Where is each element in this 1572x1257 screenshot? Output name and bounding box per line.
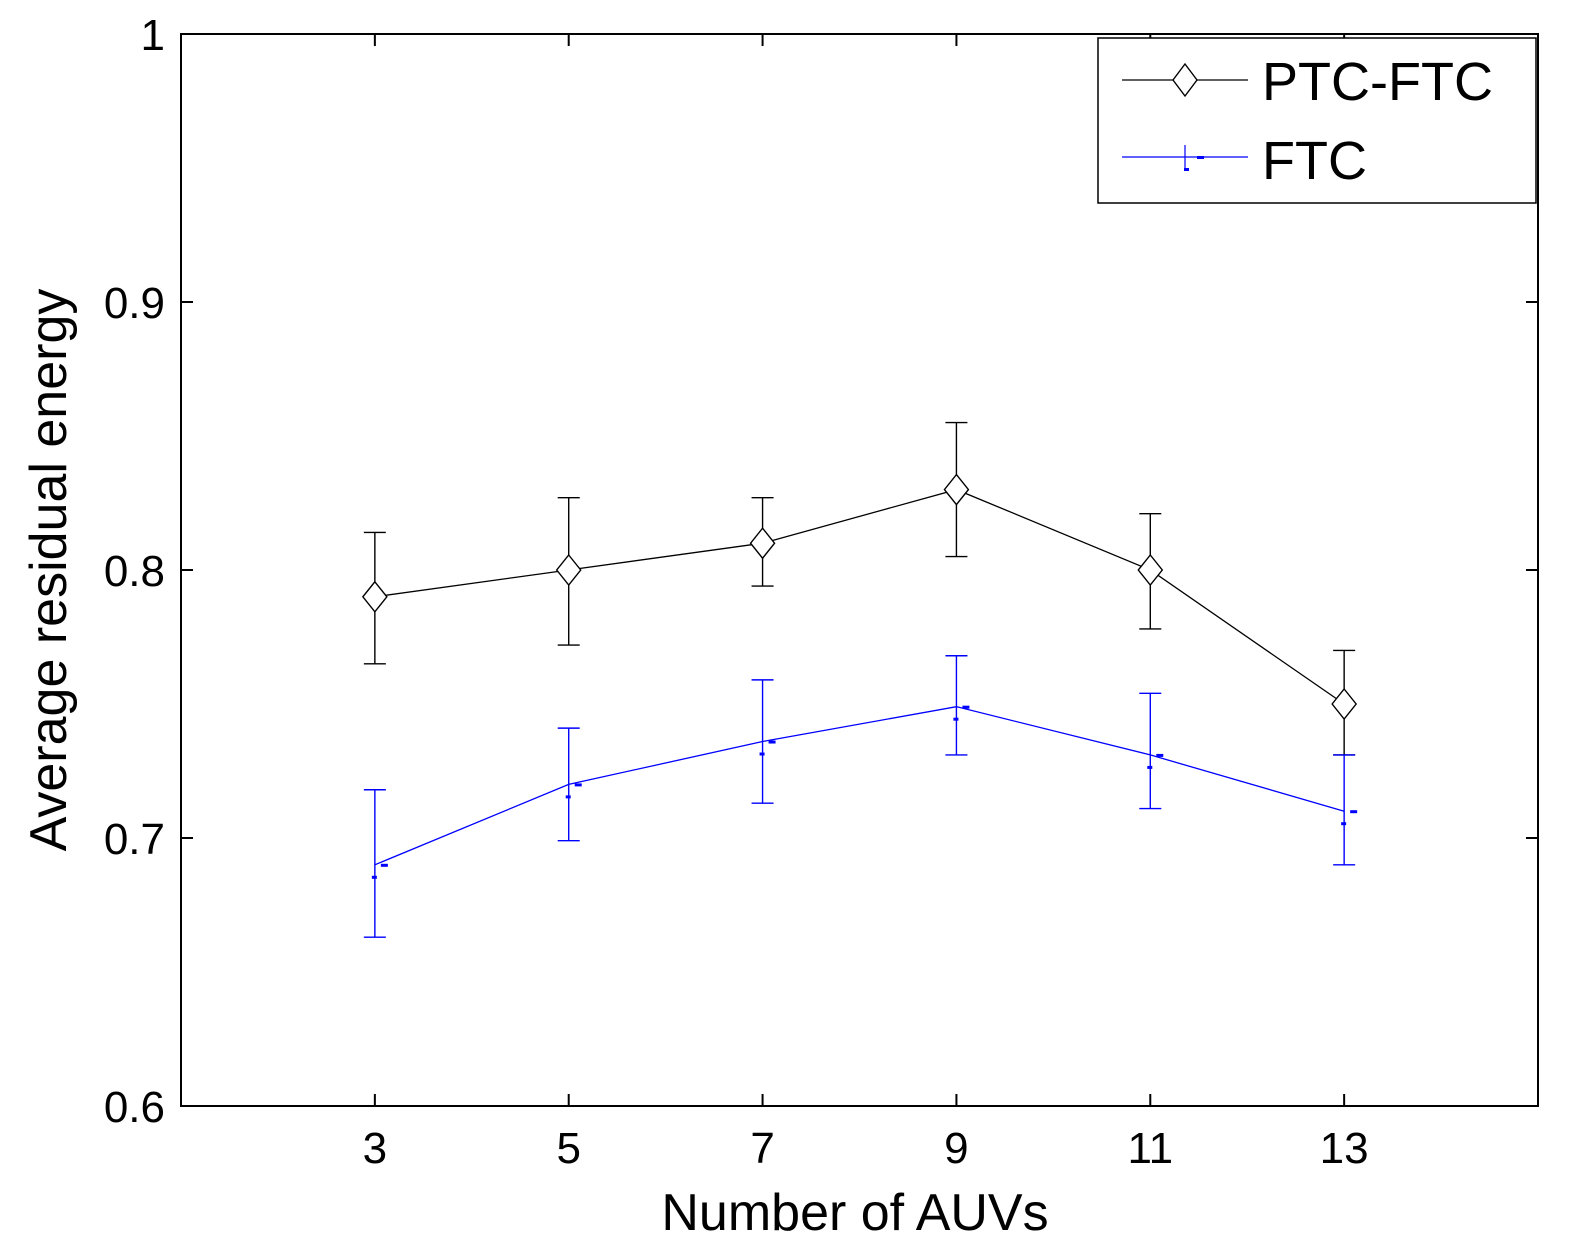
x-tick-label: 7 xyxy=(750,1124,774,1173)
x-tick-label: 11 xyxy=(1127,1124,1173,1173)
legend-ftc-marker-2 xyxy=(1197,156,1204,159)
x-axis-title: Number of AUVs xyxy=(661,1184,1048,1242)
series-layer xyxy=(361,421,1358,938)
legend-box xyxy=(1097,37,1537,204)
data-point xyxy=(1350,810,1358,814)
series-line xyxy=(374,706,1345,866)
data-point xyxy=(380,863,388,867)
y-tick-label: 0.6 xyxy=(104,1083,165,1132)
data-point xyxy=(1156,753,1164,757)
data-point xyxy=(574,783,582,787)
data-point xyxy=(962,705,970,709)
tick-labels: 3 5 7 9 11 13 0.6 0.7 0.8 0.9 1 xyxy=(104,11,1369,1173)
data-point xyxy=(1137,553,1164,587)
legend-ptc-ftc-label: PTC-FTC xyxy=(1262,52,1493,112)
series-ptc-ftc xyxy=(361,421,1358,756)
data-point xyxy=(768,740,776,744)
x-tick-label: 13 xyxy=(1320,1124,1369,1173)
data-point-tick xyxy=(1147,765,1153,769)
data-point xyxy=(361,580,388,613)
y-tick-label: 0.9 xyxy=(104,279,165,328)
y-tick-label: 0.8 xyxy=(104,547,165,596)
x-tick-label: 3 xyxy=(363,1124,387,1173)
series-ftc xyxy=(363,655,1358,938)
series-line xyxy=(374,488,1345,705)
data-point xyxy=(1331,687,1358,721)
data-point-tick xyxy=(953,717,959,721)
plot-area xyxy=(180,33,1539,1107)
legend-ftc-marker xyxy=(1184,168,1189,171)
data-point xyxy=(749,527,776,560)
data-point-tick xyxy=(759,752,765,756)
y-tick-label: 1 xyxy=(141,11,165,60)
y-axis-title: Average residual energy xyxy=(20,289,78,852)
legend-ftc-label: FTC xyxy=(1262,131,1367,191)
data-point-tick xyxy=(565,795,571,799)
data-point-tick xyxy=(1341,822,1347,826)
x-tick-label: 9 xyxy=(944,1124,968,1173)
data-point-tick xyxy=(371,875,377,879)
data-point xyxy=(943,473,970,506)
legend-ptc-ftc-marker xyxy=(1172,62,1198,98)
legend: PTC-FTC FTC xyxy=(1097,37,1537,204)
y-tick-label: 0.7 xyxy=(104,815,165,864)
data-point xyxy=(555,553,582,587)
x-tick-label: 5 xyxy=(556,1124,580,1173)
